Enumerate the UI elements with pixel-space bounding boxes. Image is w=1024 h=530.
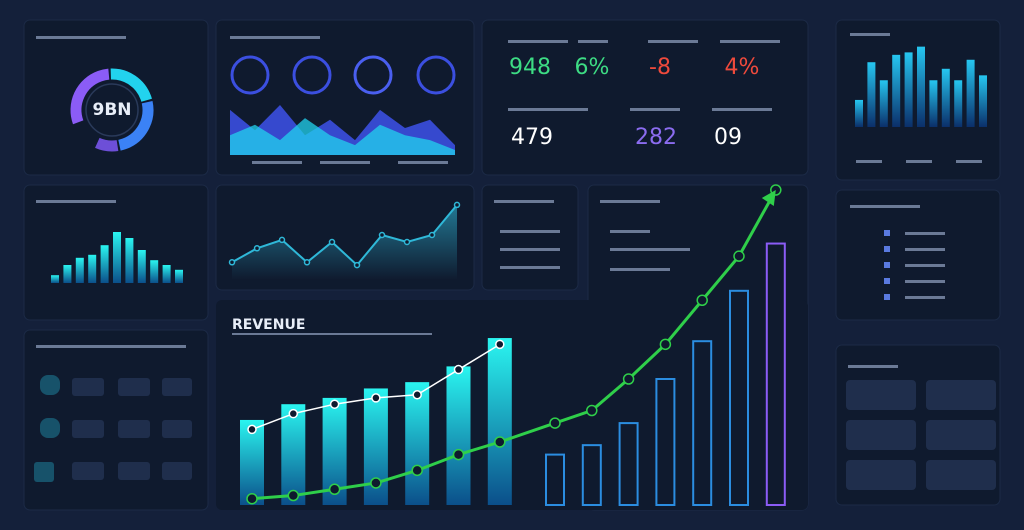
line-point	[453, 201, 461, 209]
kpi-value: 479	[511, 125, 553, 150]
revenue-point	[328, 483, 341, 495]
revenue-line	[251, 189, 778, 501]
gauge-inner	[85, 83, 139, 137]
bar	[100, 245, 109, 283]
revenue-point	[696, 294, 708, 306]
revenue-bar	[581, 444, 602, 506]
bar	[63, 265, 72, 283]
bar	[175, 269, 183, 283]
revenue-point	[453, 364, 464, 375]
revenue-point	[494, 436, 506, 448]
line-point	[328, 238, 336, 246]
revenue-bar	[729, 289, 749, 506]
revenue-point	[622, 373, 635, 385]
line-point	[428, 231, 436, 239]
revenue-bar	[545, 453, 565, 507]
revenue-bar	[405, 382, 430, 505]
kpi-value: -8	[649, 55, 671, 80]
revenue-point	[246, 492, 258, 505]
bar	[88, 254, 97, 283]
revenue-point	[586, 404, 598, 417]
placeholders	[36, 33, 982, 368]
revenue-title: REVENUE	[232, 317, 305, 333]
bar	[867, 62, 876, 127]
revenue-point	[495, 339, 505, 350]
revenue-point	[371, 393, 381, 403]
revenue-point	[411, 464, 423, 477]
revenue-bar	[655, 378, 676, 506]
bar	[125, 238, 134, 283]
revenue-bar	[692, 340, 713, 507]
bar	[150, 260, 159, 283]
revenue-bar	[618, 422, 639, 507]
line-point	[228, 259, 236, 266]
gauge-segment	[70, 68, 154, 152]
revenue-bar	[487, 338, 512, 505]
revenue-bar	[281, 404, 306, 505]
line-point	[403, 238, 411, 246]
line	[231, 204, 458, 267]
bar	[954, 80, 963, 127]
revenue-point	[370, 477, 382, 489]
revenue-point	[329, 399, 340, 409]
bar	[966, 59, 975, 128]
revenue-point	[287, 489, 300, 502]
revenue-bar	[446, 366, 471, 505]
bar	[879, 80, 888, 127]
kpi-value: 4%	[725, 55, 760, 80]
bar	[892, 54, 901, 128]
bar	[137, 250, 146, 283]
gauge-segment	[70, 68, 154, 152]
revenue-bar	[765, 242, 786, 507]
bar	[51, 275, 59, 283]
bar	[162, 265, 171, 283]
kpi-value: 948	[509, 55, 551, 80]
kpi-value: 6%	[575, 55, 610, 80]
bar	[917, 46, 925, 127]
revenue-point	[659, 338, 672, 351]
revenue-point	[733, 250, 745, 262]
mini-rings	[230, 55, 456, 95]
area	[230, 118, 455, 155]
kpi-value: 282	[635, 125, 677, 150]
panels	[23, 19, 1001, 511]
bar	[941, 68, 950, 127]
line-point	[253, 245, 261, 252]
bar	[929, 80, 938, 127]
revenue-point	[549, 417, 561, 429]
bar	[979, 75, 987, 127]
line-point	[278, 236, 286, 244]
revenue-point	[247, 424, 257, 435]
gauge-segment	[70, 68, 154, 152]
bar	[855, 99, 863, 127]
line-point	[378, 231, 386, 239]
revenue-point	[452, 448, 465, 461]
line-point	[353, 261, 361, 269]
revenue-point	[288, 408, 299, 419]
gauge-label: 9BN	[92, 100, 131, 120]
revenue-point	[412, 390, 422, 400]
line-point	[303, 259, 311, 266]
line-area	[232, 204, 457, 280]
kpi-value: 09	[714, 125, 742, 150]
bar	[904, 52, 913, 127]
bar	[75, 257, 84, 283]
list-items	[34, 230, 996, 490]
bar	[113, 232, 121, 283]
arrow-head	[761, 190, 776, 206]
